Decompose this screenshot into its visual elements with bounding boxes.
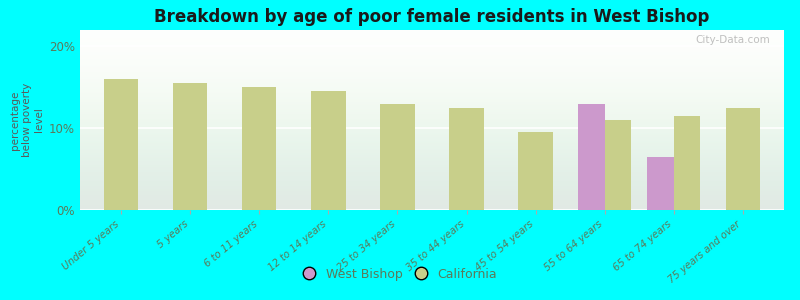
Bar xyxy=(104,79,138,210)
Bar xyxy=(674,116,700,210)
Bar xyxy=(311,92,346,210)
Bar xyxy=(726,108,760,210)
Title: Breakdown by age of poor female residents in West Bishop: Breakdown by age of poor female resident… xyxy=(154,8,710,26)
Y-axis label: percentage
below poverty
level: percentage below poverty level xyxy=(10,83,43,157)
Legend: West Bishop, California: West Bishop, California xyxy=(299,264,501,285)
Bar xyxy=(381,103,414,210)
Bar xyxy=(605,120,630,210)
Bar xyxy=(647,157,674,210)
Bar xyxy=(174,83,207,210)
Bar xyxy=(578,103,605,210)
Bar xyxy=(518,132,553,210)
Bar xyxy=(450,108,483,210)
Bar xyxy=(242,87,277,210)
Text: City-Data.com: City-Data.com xyxy=(695,35,770,45)
